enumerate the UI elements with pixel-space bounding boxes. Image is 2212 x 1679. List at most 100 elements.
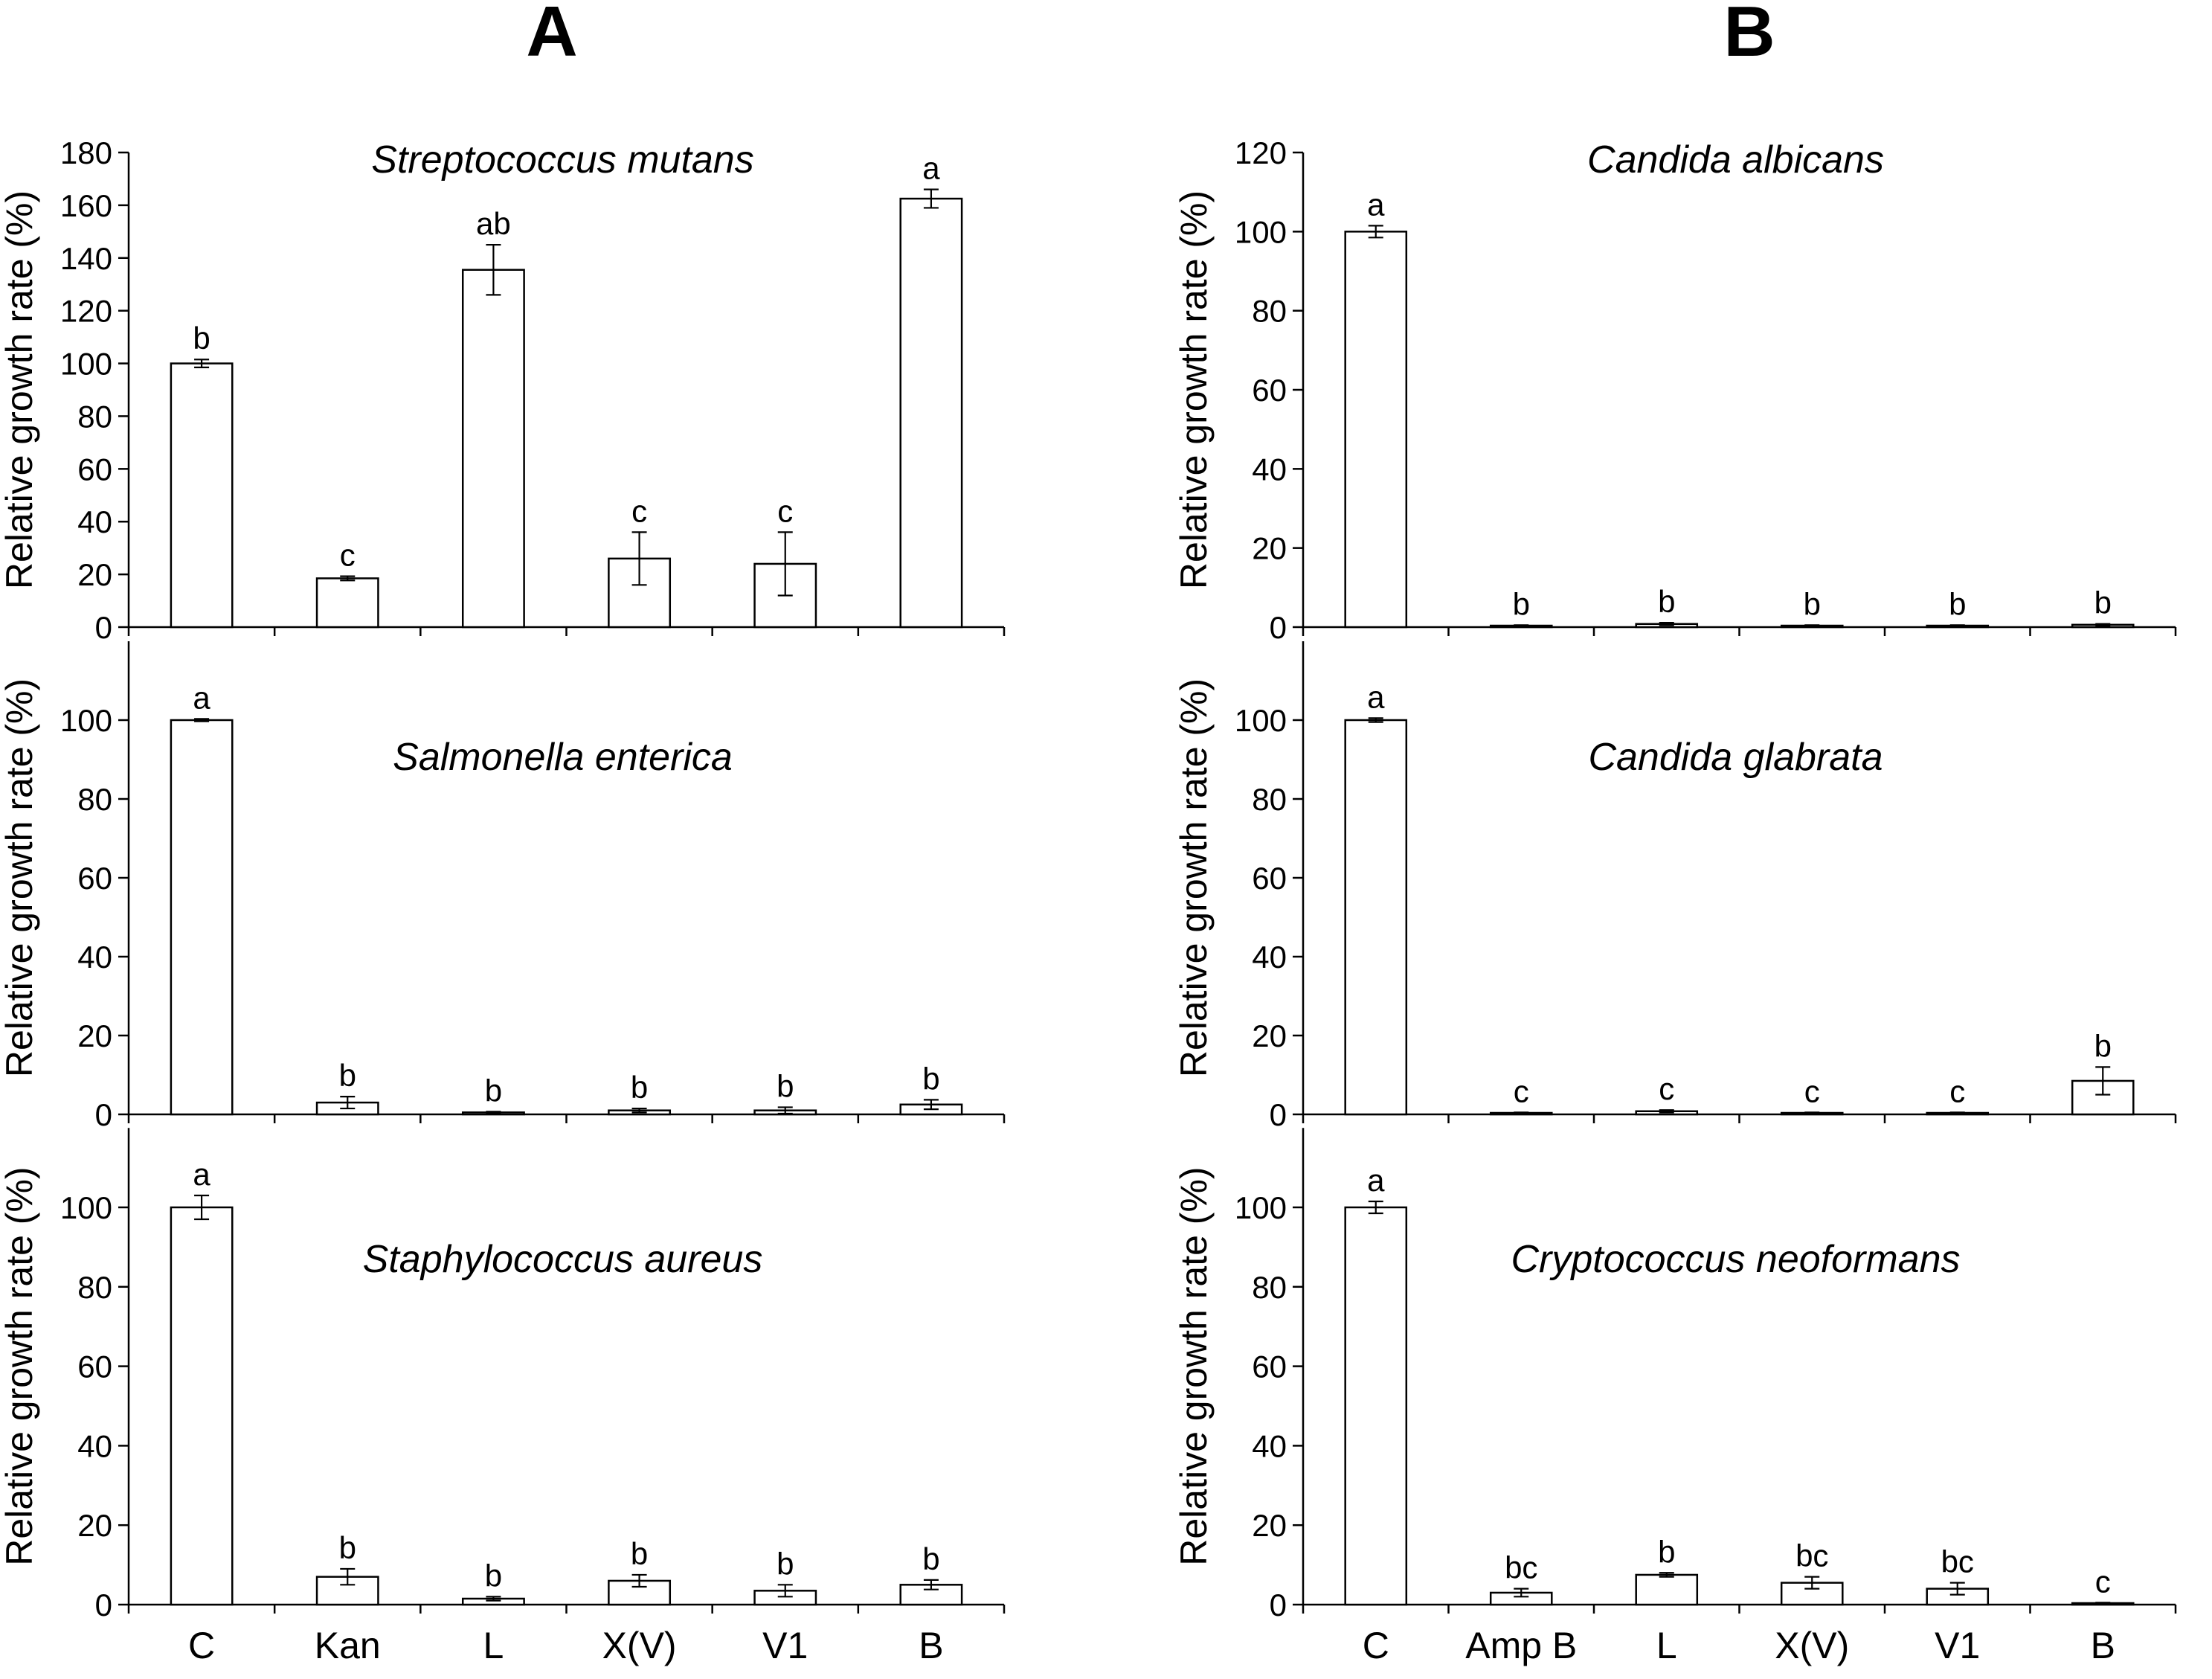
x-category-label: V1	[762, 1625, 808, 1666]
y-tick-label: 100	[1235, 214, 1287, 249]
significance-label: b	[1658, 584, 1675, 619]
significance-label: c	[1514, 1073, 1529, 1108]
significance-label: b	[777, 1068, 794, 1103]
chart-title: Cryptococcus neoformans	[1511, 1238, 1960, 1281]
y-tick-label: 100	[60, 347, 112, 382]
significance-label: c	[340, 538, 356, 573]
significance-label: bc	[1505, 1550, 1537, 1585]
significance-label: a	[1367, 679, 1385, 714]
y-tick-label: 40	[1252, 940, 1287, 975]
bar-C	[1344, 231, 1408, 629]
y-tick-label: 40	[1252, 452, 1287, 487]
chart-4: 0 20 40 60 80 100 Relative growth rate (%) Cand…	[1173, 641, 2177, 1132]
y-tick-label: 0	[1270, 610, 1287, 645]
y-tick-label: 60	[77, 861, 112, 896]
significance-label: b	[922, 1061, 939, 1096]
panel-letter-a: A	[526, 0, 577, 71]
significance-label: b	[922, 1541, 939, 1576]
y-tick-label: 80	[77, 399, 112, 434]
y-tick-label: 20	[77, 1018, 112, 1053]
significance-label: b	[1513, 586, 1530, 621]
y-tick-label: 60	[77, 1349, 112, 1384]
y-tick-label: 40	[77, 1428, 112, 1463]
chart-0: 0 20 40 60 80 100 120 140 160 180 Relative growth …	[0, 135, 1006, 645]
significance-label: b	[193, 321, 210, 356]
bar-C	[170, 362, 234, 629]
significance-label: a	[193, 1157, 210, 1192]
y-tick-label: 0	[1270, 1097, 1287, 1132]
y-tick-label: 100	[60, 1190, 112, 1225]
x-category-label: X(V)	[1775, 1625, 1849, 1666]
y-axis-label: Relative growth rate (%)	[1173, 678, 1215, 1077]
chart-2: 0 20 40 60 80 100 Relative growth rate (%) Stap…	[0, 1128, 1006, 1666]
y-axis-label: Relative growth rate (%)	[0, 1166, 40, 1565]
x-category-label: B	[919, 1625, 943, 1666]
y-tick-label: 120	[60, 294, 112, 329]
x-category-label: Amp B	[1465, 1625, 1577, 1666]
significance-label: ab	[476, 206, 511, 241]
y-tick-label: 20	[77, 557, 112, 592]
chart-5: 0 20 40 60 80 100 Relative growth rate (%) Cryp…	[1173, 1128, 2177, 1666]
y-tick-label: 0	[95, 1587, 112, 1622]
y-tick-label: 100	[1235, 703, 1287, 738]
y-tick-label: 120	[1235, 135, 1287, 170]
significance-label: b	[631, 1536, 648, 1571]
y-tick-label: 100	[1235, 1190, 1287, 1225]
chart-title: Staphylococcus aureus	[363, 1238, 763, 1281]
y-tick-label: 0	[95, 1097, 112, 1132]
charts-group: 0 20 40 60 80 100 120 140 160 180 Relative growth …	[0, 135, 2177, 1666]
bar-B	[899, 197, 963, 629]
y-axis-label: Relative growth rate (%)	[0, 190, 40, 589]
y-tick-label: 80	[1252, 294, 1287, 329]
bar-L	[1635, 1573, 1699, 1606]
bar-C	[1344, 1206, 1408, 1606]
x-category-label: Kan	[315, 1625, 381, 1666]
significance-label: c	[631, 493, 647, 528]
y-tick-label: 60	[77, 452, 112, 487]
significance-label: b	[2094, 1028, 2112, 1063]
significance-label: b	[1804, 586, 1821, 621]
x-category-label: V1	[1935, 1625, 1980, 1666]
significance-label: a	[922, 151, 940, 186]
significance-label: b	[631, 1070, 648, 1105]
y-tick-label: 80	[77, 1270, 112, 1305]
y-tick-label: 40	[77, 940, 112, 975]
x-category-label: L	[483, 1625, 504, 1666]
y-tick-label: 80	[77, 782, 112, 817]
y-axis-label: Relative growth rate (%)	[1173, 190, 1215, 589]
x-category-label: L	[1656, 1625, 1677, 1666]
bar-X(V)	[1780, 1582, 1844, 1606]
significance-label: b	[1658, 1534, 1675, 1569]
bar-C	[170, 719, 234, 1116]
significance-label: b	[485, 1558, 502, 1593]
bar-Kan	[315, 577, 379, 629]
significance-label: b	[777, 1546, 794, 1581]
significance-label: b	[485, 1073, 502, 1108]
significance-label: b	[2094, 585, 2112, 620]
y-tick-label: 180	[60, 135, 112, 170]
significance-label: a	[1367, 1163, 1385, 1198]
significance-label: c	[777, 493, 793, 528]
bar-L	[461, 269, 525, 629]
significance-label: a	[193, 680, 210, 715]
significance-label: b	[339, 1530, 356, 1565]
y-tick-label: 80	[1252, 1270, 1287, 1305]
y-tick-label: 40	[77, 504, 112, 539]
significance-label: c	[1949, 1073, 1965, 1108]
chart-title: Streptococcus mutans	[371, 138, 753, 182]
y-axis-label: Relative growth rate (%)	[1173, 1166, 1215, 1565]
y-tick-label: 60	[1252, 373, 1287, 408]
y-tick-label: 160	[60, 188, 112, 223]
y-tick-label: 0	[1270, 1587, 1287, 1622]
significance-label: bc	[1941, 1544, 1974, 1579]
significance-label: b	[1949, 586, 1966, 621]
panel-letter-b: B	[1723, 0, 1775, 71]
y-tick-label: 60	[1252, 861, 1287, 896]
chart-3: 0 20 40 60 80 100 120 Relative growth rate (%) C…	[1173, 135, 2177, 645]
chart-title: Candida albicans	[1587, 138, 1884, 182]
chart-1: 0 20 40 60 80 100 Relative growth rate (%) Salm…	[0, 641, 1006, 1132]
bar-C	[1344, 719, 1408, 1116]
significance-label: c	[2095, 1564, 2111, 1599]
y-tick-label: 80	[1252, 782, 1287, 817]
